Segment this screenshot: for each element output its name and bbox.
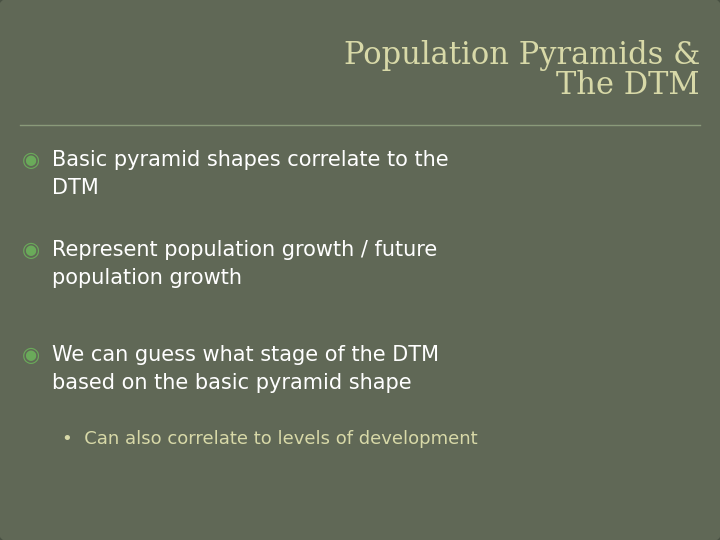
Text: Basic pyramid shapes correlate to the: Basic pyramid shapes correlate to the [52, 150, 449, 170]
Text: ◉: ◉ [22, 150, 40, 170]
Text: The DTM: The DTM [557, 70, 700, 101]
Text: We can guess what stage of the DTM: We can guess what stage of the DTM [52, 345, 439, 365]
Text: ◉: ◉ [22, 240, 40, 260]
Text: ◉: ◉ [22, 345, 40, 365]
Text: Represent population growth / future: Represent population growth / future [52, 240, 437, 260]
Text: DTM: DTM [52, 178, 99, 198]
Text: population growth: population growth [52, 268, 242, 288]
Text: •  Can also correlate to levels of development: • Can also correlate to levels of develo… [62, 430, 477, 448]
Text: based on the basic pyramid shape: based on the basic pyramid shape [52, 373, 412, 393]
Text: Population Pyramids &: Population Pyramids & [343, 40, 700, 71]
